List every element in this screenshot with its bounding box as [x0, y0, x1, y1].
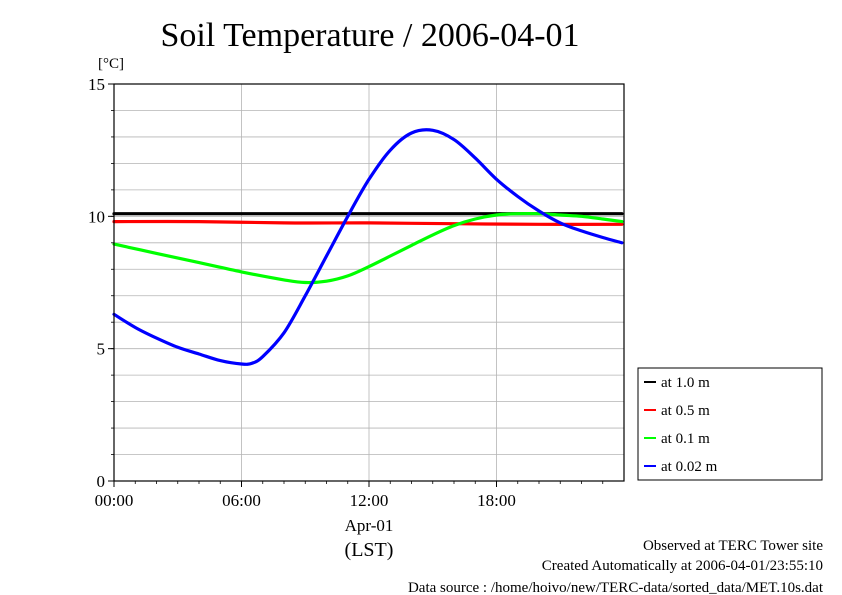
footer-data-source: Data source : /home/hoivo/new/TERC-data/…	[408, 580, 824, 595]
series-line-at-0-1-m	[112, 211, 624, 285]
legend-label: at 0.5 m	[661, 403, 710, 419]
y-tick-label: 0	[97, 472, 106, 491]
x-axis-date-label: Apr-01	[345, 516, 394, 535]
x-tick-label: 18:00	[477, 491, 516, 510]
series-line-at-0-5-m	[112, 219, 624, 226]
grid-lines	[114, 84, 624, 481]
series-lines	[112, 128, 624, 366]
y-axis-unit-label: [°C]	[98, 56, 124, 72]
y-tick-label: 15	[88, 75, 105, 94]
x-tick-label: 00:00	[95, 491, 134, 510]
series-line-at-0-02-m	[112, 128, 624, 366]
legend-label: at 1.0 m	[661, 375, 710, 391]
x-tick-label: 12:00	[350, 491, 389, 510]
y-tick-label: 10	[88, 207, 105, 226]
footer-created-timestamp: Created Automatically at 2006-04-01/23:5…	[542, 558, 823, 574]
x-axis-title: (LST)	[345, 539, 394, 561]
legend-box	[637, 367, 823, 481]
y-tick-label: 5	[97, 340, 106, 359]
chart-title: Soil Temperature / 2006-04-01	[160, 17, 579, 54]
x-tick-label: 06:00	[222, 491, 261, 510]
legend-label: at 0.02 m	[661, 459, 718, 475]
axis-ticks: 0 5 10 15 00:00 06:00 12:00 18:00	[88, 75, 604, 510]
legend: at 1.0 m at 0.5 m at 0.1 m at 0.02 m	[637, 367, 823, 481]
legend-label: at 0.1 m	[661, 431, 710, 447]
footer-observation-site: Observed at TERC Tower site	[643, 538, 823, 554]
